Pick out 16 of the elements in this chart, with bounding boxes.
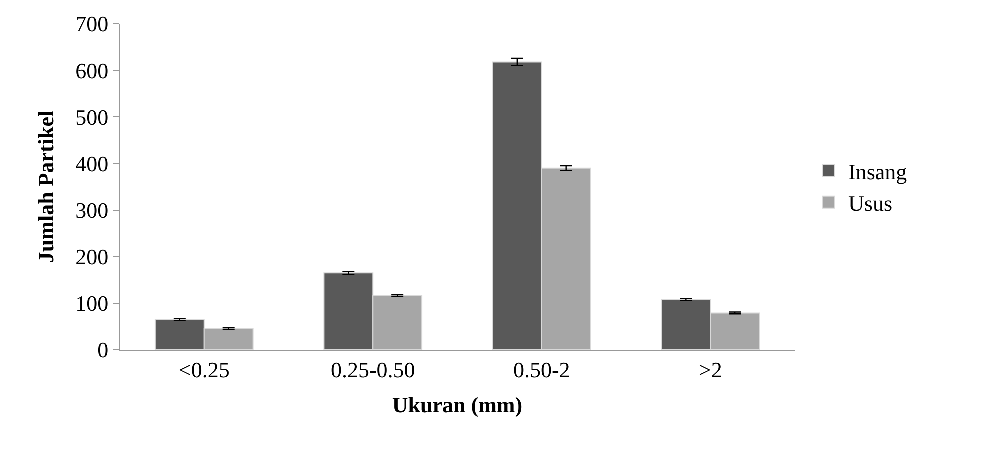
x-tick-label: >2	[698, 357, 722, 382]
legend-label: Insang	[848, 159, 908, 184]
x-tick-label: 0.50-2	[513, 357, 570, 382]
y-tick-label: 300	[76, 198, 109, 223]
y-tick-label: 700	[76, 12, 109, 37]
legend-label: Usus	[848, 190, 893, 216]
y-tick-label: 200	[76, 244, 109, 270]
y-tick-label: 600	[76, 58, 109, 84]
x-axis-title: Ukuran (mm)	[392, 392, 523, 418]
y-tick-label: 100	[76, 291, 109, 316]
y-tick-label: 0	[98, 338, 109, 363]
x-tick-label: 0.25-0.50	[330, 357, 416, 382]
y-axis-title: Jumlah Partikel	[33, 110, 58, 264]
y-tick-label: 400	[76, 151, 109, 176]
y-tick-label: 500	[76, 104, 109, 130]
x-tick-label: <0.25	[178, 357, 230, 382]
